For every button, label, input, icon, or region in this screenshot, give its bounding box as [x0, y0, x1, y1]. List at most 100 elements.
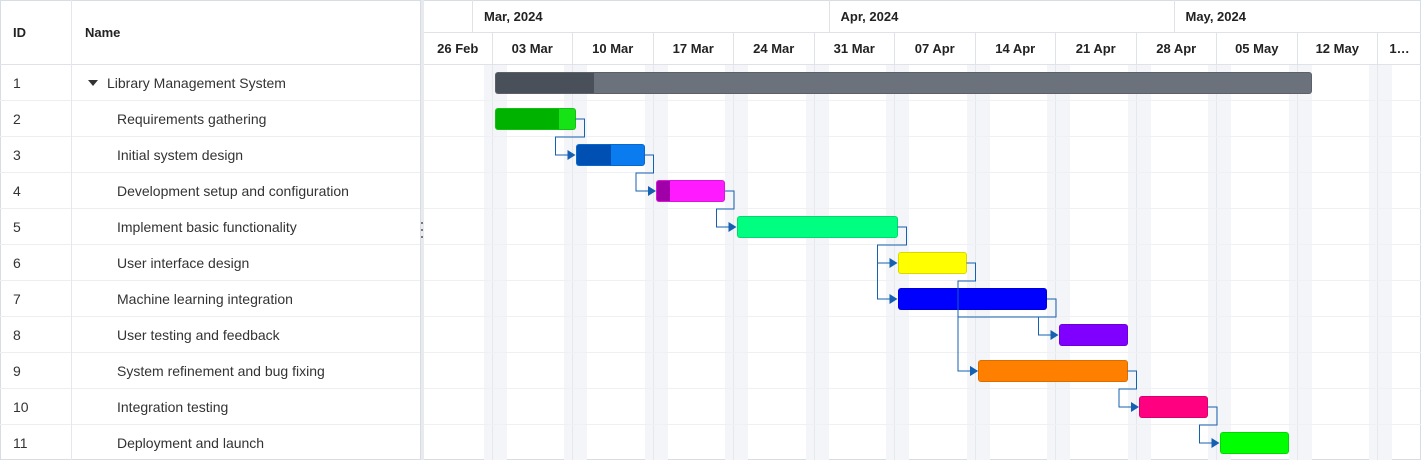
- task-name-cell: Implement basic functionality: [117, 219, 297, 235]
- task-grid: ID Name 1 Library Management System 2 Requi…: [0, 0, 420, 460]
- task-name-cell: Deployment and launch: [117, 435, 265, 451]
- summary-task-bar[interactable]: [495, 72, 1312, 94]
- task-name-cell: System refinement and bug fixing: [117, 363, 325, 379]
- weekend-shading: [1208, 65, 1231, 460]
- task-bar[interactable]: [736, 216, 898, 238]
- month-label: May, 2024: [1185, 9, 1246, 24]
- row-gridline: [424, 280, 1421, 281]
- month-header-cell: Apr, 2024: [828, 0, 1174, 33]
- week-header-cell: 07 Apr: [894, 33, 975, 65]
- task-bar[interactable]: [897, 252, 967, 274]
- task-bar[interactable]: [1139, 396, 1208, 418]
- dependency-line[interactable]: [635, 154, 654, 192]
- month-header-cell: Mar, 2024: [472, 0, 829, 33]
- dependency-arrow-icon: [1131, 402, 1139, 412]
- task-name-cell: User interface design: [117, 255, 250, 271]
- task-name-cell: Machine learning integration: [117, 291, 293, 307]
- weekend-shading: [1127, 65, 1151, 460]
- task-row[interactable]: 1 Library Management System: [0, 65, 420, 101]
- week-header-cell: 26 Feb: [437, 41, 479, 56]
- week-header-cell: 1…: [1377, 33, 1421, 65]
- week-gridline: [1216, 65, 1217, 460]
- splitter-grip-icon[interactable]: [420, 222, 424, 238]
- task-bar[interactable]: [495, 108, 576, 130]
- month-label: Mar, 2024: [484, 9, 543, 24]
- week-header-cell: 28 Apr: [1135, 33, 1217, 65]
- row-gridline: [424, 316, 1421, 317]
- task-name-cell: Library Management System: [107, 75, 286, 91]
- dependency-arrow-icon: [1050, 330, 1059, 340]
- month-header-row: Mar, 2024 Apr, 2024 May, 2024: [424, 0, 1421, 33]
- task-id-cell: 2: [13, 111, 21, 127]
- task-row[interactable]: 11 Deployment and launch: [0, 425, 420, 460]
- row-gridline: [424, 352, 1421, 353]
- task-row[interactable]: 9 System refinement and bug fixing: [0, 353, 420, 389]
- week-header-cell: 12 May: [1296, 33, 1378, 65]
- task-name-cell: User testing and feedback: [117, 327, 280, 343]
- task-row[interactable]: 3 Initial system design: [0, 137, 420, 173]
- dependency-arrow-icon: [567, 150, 576, 160]
- task-row[interactable]: 6 User interface design: [0, 245, 420, 281]
- timeline-body: [424, 65, 1421, 460]
- task-id-cell: 6: [13, 255, 21, 271]
- task-bar[interactable]: [978, 360, 1128, 382]
- weekend-shading: [644, 65, 668, 460]
- week-header-cell: 14 Apr: [974, 33, 1056, 65]
- column-divider[interactable]: [71, 0, 72, 460]
- week-gridline: [813, 65, 815, 460]
- month-header-cell: May, 2024: [1173, 0, 1421, 33]
- task-id-cell: 3: [13, 147, 21, 163]
- month-label: Apr, 2024: [840, 9, 899, 24]
- row-gridline: [424, 388, 1421, 389]
- task-row[interactable]: 10 Integration testing: [0, 389, 420, 425]
- week-gridline: [572, 65, 573, 460]
- timeline-panel: Mar, 2024 Apr, 2024 May, 2024 26 Feb 03 Mar…: [424, 0, 1421, 460]
- task-row[interactable]: 4 Development setup and configuration: [0, 173, 420, 209]
- task-row[interactable]: 8 User testing and feedback: [0, 317, 420, 353]
- name-column-header[interactable]: Name: [85, 25, 121, 40]
- weekend-shading: [1288, 65, 1312, 460]
- dependency-arrow-icon: [889, 258, 898, 268]
- dependency-line[interactable]: [1118, 370, 1137, 408]
- dependency-links: [555, 118, 1220, 448]
- collapse-caret-icon[interactable]: [88, 80, 98, 86]
- week-header-cell: 10 Mar: [572, 33, 653, 65]
- task-row[interactable]: 7 Machine learning integration: [0, 281, 420, 317]
- week-gridline: [1055, 65, 1056, 460]
- week-gridline: [652, 65, 654, 460]
- weekend-shading: [483, 65, 507, 460]
- dependency-line[interactable]: [877, 226, 907, 300]
- grid-header: ID Name: [0, 0, 420, 65]
- dependency-arrow-icon: [889, 294, 898, 304]
- week-gridline: [1296, 65, 1298, 460]
- task-row[interactable]: 5 Implement basic functionality: [0, 209, 420, 245]
- weekend-shading: [725, 65, 748, 460]
- task-id-cell: 9: [13, 363, 21, 379]
- dependency-line[interactable]: [1199, 406, 1218, 444]
- task-name-cell: Development setup and configuration: [117, 183, 349, 199]
- task-progress: [496, 109, 559, 129]
- dependency-arrow-icon: [1211, 438, 1220, 448]
- dependency-line[interactable]: [957, 298, 1057, 372]
- week-header-cell: 21 Apr: [1055, 33, 1136, 65]
- task-bar[interactable]: [1058, 324, 1128, 346]
- task-id-cell: 11: [13, 435, 28, 451]
- week-gridline: [491, 65, 493, 460]
- task-bar[interactable]: [897, 288, 1047, 310]
- dependency-arrow-icon: [728, 222, 737, 232]
- weekend-shading: [805, 65, 829, 460]
- week-gridline: [733, 65, 734, 460]
- task-bar[interactable]: [1219, 432, 1289, 454]
- dependency-line[interactable]: [555, 118, 585, 156]
- task-row[interactable]: 2 Requirements gathering: [0, 101, 420, 137]
- row-gridline: [424, 208, 1421, 209]
- dependency-arrow-icon: [970, 366, 978, 376]
- dependency-line[interactable]: [716, 190, 735, 228]
- task-bar[interactable]: [575, 144, 645, 166]
- task-bar[interactable]: [656, 180, 725, 202]
- row-gridline: [424, 244, 1421, 245]
- week-gridline: [1377, 65, 1378, 460]
- id-column-header[interactable]: ID: [13, 25, 26, 40]
- row-gridline: [424, 424, 1421, 425]
- task-id-cell: 5: [13, 219, 21, 235]
